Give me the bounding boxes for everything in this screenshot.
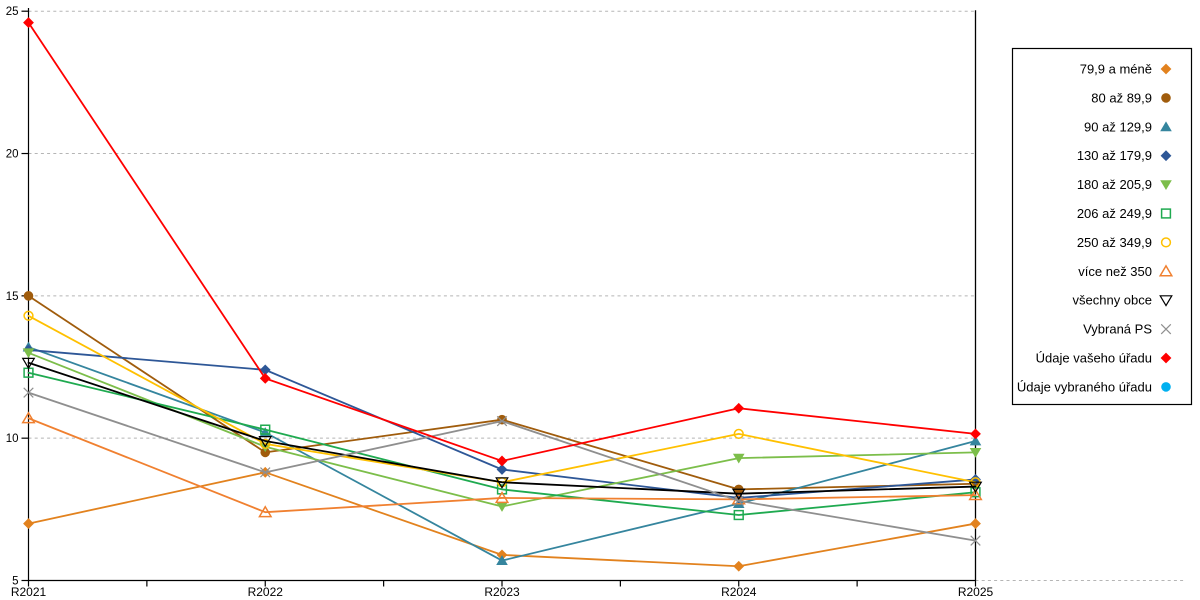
x-tick-label: R2024 (721, 585, 757, 599)
diamond-marker-icon (733, 402, 745, 414)
square-marker-icon-legend (1160, 208, 1172, 219)
diamond-marker-icon-legend (1160, 352, 1172, 364)
y-tick-label: 15 (6, 291, 19, 303)
circle-marker-icon (260, 438, 271, 450)
square-marker-icon (970, 487, 981, 498)
triangle-down-marker-icon (731, 488, 746, 501)
legend-label: 80 až 89,9 (1091, 90, 1152, 105)
x-marker-icon-legend (1160, 323, 1172, 335)
triangle-down-marker-icon-legend (1160, 180, 1172, 190)
legend-label: Údaje vašeho úřadu (1036, 351, 1152, 366)
diamond-marker-icon-legend (1160, 63, 1172, 75)
legend-label: 79,9 a méně (1080, 62, 1152, 77)
triangle-up-marker-icon (968, 488, 983, 501)
legend-label: 206 až 249,9 (1077, 206, 1152, 221)
x-tick-label: R2023 (484, 585, 520, 599)
triangle-down-marker-icon-legend (1159, 295, 1173, 307)
triangle-up-marker-icon-legend (1158, 264, 1174, 277)
series-8-line (27, 361, 977, 495)
triangle-down-marker-icon (968, 481, 983, 494)
triangle-down-marker-icon (495, 477, 509, 489)
x-marker-icon (496, 415, 508, 427)
triangle-down-marker-icon (732, 453, 745, 464)
diamond-marker-icon (259, 372, 271, 384)
diamond-marker-icon (496, 455, 508, 467)
diamond-marker-icon (23, 17, 34, 28)
x-tick-label: R2021 (11, 585, 47, 599)
legend-item-9: Vybraná PS (1083, 322, 1172, 337)
triangle-up-marker-icon (258, 505, 273, 518)
series-9 (23, 387, 981, 546)
series-7 (21, 411, 983, 518)
triangle-down-marker-icon (258, 436, 273, 448)
legend-item-7: více než 350 (1078, 264, 1174, 279)
legend-item-5: 206 až 249,9 (1077, 206, 1172, 221)
diamond-marker-icon (733, 560, 745, 572)
diamond-marker-icon-legend (1160, 150, 1172, 162)
legend-label: Vybraná PS (1083, 322, 1152, 337)
x-marker-icon (970, 535, 981, 546)
y-tick-label: 5 (12, 576, 18, 588)
legend-item-8: všechny obce (1073, 293, 1173, 308)
legend-label: všechny obce (1073, 293, 1153, 308)
x-marker-icon (733, 495, 744, 507)
triangle-up-marker-icon (496, 555, 508, 565)
circle-marker-icon (23, 291, 34, 301)
triangle-up-marker-icon (969, 435, 982, 446)
legend-item-0: 79,9 a méně (1080, 62, 1172, 77)
legend-label: 130 až 179,9 (1077, 148, 1152, 163)
diamond-marker-icon (259, 364, 271, 376)
legend-label: Údaje vybraného úřadu (1017, 379, 1152, 394)
triangle-down-marker-icon (496, 502, 508, 512)
legend-item-2: 90 až 129,9 (1084, 119, 1172, 134)
diamond-marker-icon (970, 428, 981, 440)
diamond-marker-icon (496, 464, 508, 475)
legend-item-3: 130 až 179,9 (1077, 148, 1172, 163)
square-marker-icon (733, 509, 744, 521)
triangle-up-marker-icon (21, 411, 36, 424)
series-4-line (27, 351, 977, 508)
legend-item-11: Údaje vybraného úřadu (1017, 379, 1171, 394)
y-tick-label: 10 (6, 433, 19, 445)
triangle-down-marker-icon (22, 348, 35, 359)
triangle-up-marker-icon-legend (1160, 121, 1172, 132)
x-marker-icon (23, 387, 34, 398)
circle-marker-icon (23, 310, 34, 321)
series-10 (23, 17, 981, 467)
legend-box (1011, 47, 1193, 406)
legend-item-4: 180 až 205,9 (1077, 177, 1172, 192)
square-marker-icon (260, 424, 271, 435)
y-tick-label: 20 (6, 149, 19, 161)
series-5-line (27, 371, 977, 516)
triangle-down-marker-icon (969, 448, 982, 458)
diamond-marker-icon (970, 518, 981, 529)
legend-label: 180 až 205,9 (1077, 177, 1152, 192)
circle-marker-icon (733, 428, 744, 440)
legend: 79,9 a méně 80 až 89,9 90 až 129,9 130 až 1… (1011, 47, 1193, 406)
x-marker-icon (260, 467, 271, 478)
diamond-marker-icon (496, 549, 508, 561)
series-0 (23, 466, 981, 572)
circle-marker-icon-legend (1160, 237, 1172, 248)
y-tick-label: 25 (6, 6, 19, 18)
circle-marker-icon-legend (1161, 382, 1171, 392)
x-tick-label: R2022 (248, 585, 284, 599)
series-8 (21, 357, 983, 501)
series-7-line (27, 417, 977, 514)
series-10-line (27, 21, 977, 462)
legend-label: 90 až 129,9 (1084, 119, 1152, 134)
legend-item-6: 250 až 349,9 (1077, 235, 1172, 250)
legend-item-1: 80 až 89,9 (1091, 90, 1171, 105)
triangle-up-marker-icon (494, 491, 510, 504)
circle-marker-icon-legend (1161, 93, 1171, 103)
triangle-down-marker-icon (21, 357, 36, 370)
legend-label: 250 až 349,9 (1077, 235, 1152, 250)
legend-item-10: Údaje vašeho úřadu (1036, 351, 1172, 366)
diamond-marker-icon (23, 518, 34, 529)
x-tick-label: R2025 (958, 585, 994, 599)
legend-label: více než 350 (1078, 264, 1152, 279)
circle-marker-icon (260, 447, 271, 458)
